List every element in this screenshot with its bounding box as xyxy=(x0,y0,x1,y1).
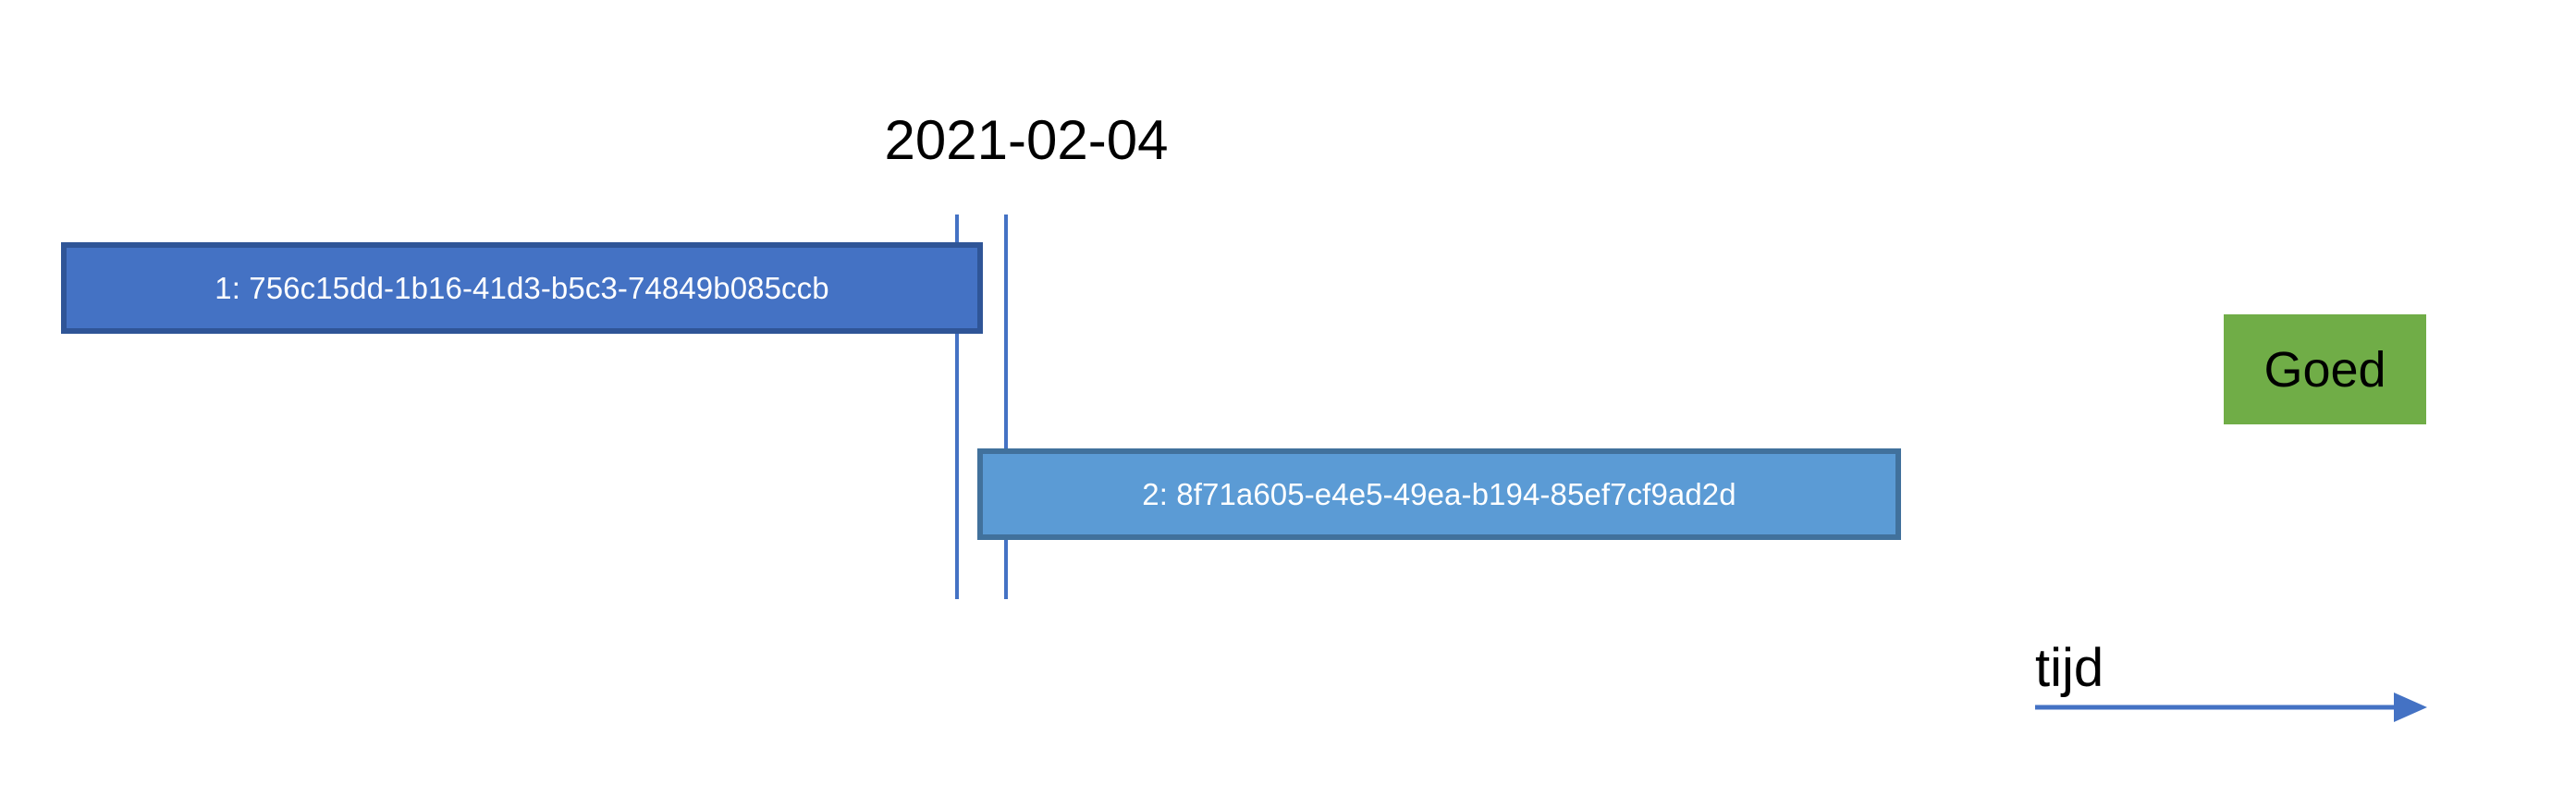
time-axis-arrow-icon xyxy=(2035,693,2427,722)
task-bar-1[interactable]: 1: 756c15dd-1b16-41d3-b5c3-74849b085ccb xyxy=(61,242,983,334)
status-badge-label: Goed xyxy=(2263,341,2386,398)
date-marker-label: 2021-02-04 xyxy=(884,109,1169,171)
task-bar-2[interactable]: 2: 8f71a605-e4e5-49ea-b194-85ef7cf9ad2d xyxy=(977,448,1901,540)
time-axis-label: tijd xyxy=(2035,638,2104,698)
status-badge: Goed xyxy=(2224,314,2426,424)
date-marker-line-left xyxy=(955,215,959,599)
task-bar-2-label: 2: 8f71a605-e4e5-49ea-b194-85ef7cf9ad2d xyxy=(1142,476,1736,511)
date-marker-line-right xyxy=(1004,215,1008,599)
task-bar-1-label: 1: 756c15dd-1b16-41d3-b5c3-74849b085ccb xyxy=(215,270,829,305)
